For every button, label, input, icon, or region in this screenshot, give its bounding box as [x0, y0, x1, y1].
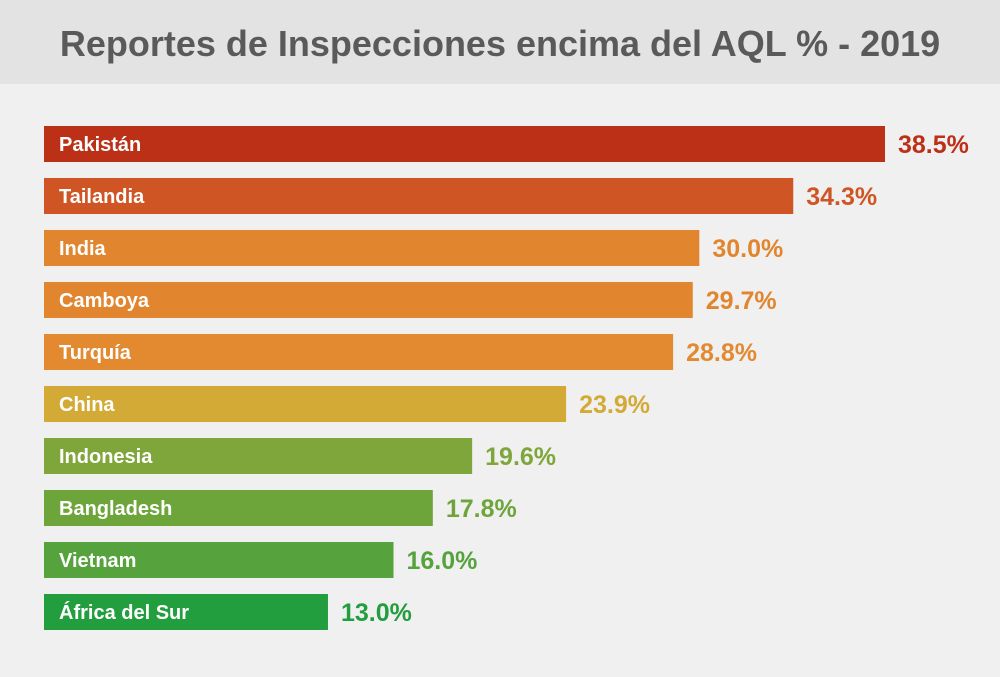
bar-group: Pakistán 38.5% — [44, 126, 969, 162]
bar-group: Bangladesh 17.8% — [44, 490, 517, 526]
value-label: 34.3% — [806, 183, 877, 211]
bar — [44, 230, 700, 266]
bar-group: Indonesia 19.6% — [44, 438, 556, 474]
chart-title: Reportes de Inspecciones encima del AQL … — [59, 23, 941, 64]
category-label: Bangladesh — [59, 498, 172, 520]
bar-group: India 30.0% — [44, 230, 783, 266]
value-label: 23.9% — [579, 391, 650, 419]
value-label: 30.0% — [712, 235, 783, 263]
category-label: Indonesia — [59, 446, 153, 468]
bar — [44, 282, 693, 318]
bar — [44, 594, 328, 630]
category-label: Turquía — [59, 342, 132, 364]
bar — [44, 334, 674, 370]
bar — [44, 178, 794, 214]
bar — [44, 126, 885, 162]
bar-group: Camboya 29.7% — [44, 282, 777, 318]
category-label: África del Sur — [59, 601, 189, 624]
value-label: 38.5% — [898, 131, 969, 159]
value-label: 19.6% — [485, 443, 556, 471]
bar — [44, 386, 567, 422]
category-label: India — [59, 238, 107, 260]
value-label: 13.0% — [341, 599, 412, 627]
category-label: China — [59, 394, 115, 416]
bar-chart: Pakistán 38.5% Tailandia 34.3% India 30.0% Cam… — [44, 126, 969, 630]
value-label: 28.8% — [686, 339, 757, 367]
value-label: 29.7% — [706, 287, 777, 315]
bar-group: Turquía 28.8% — [44, 334, 757, 370]
bar — [44, 490, 433, 526]
category-label: Vietnam — [59, 550, 136, 572]
category-label: Pakistán — [59, 134, 141, 156]
bar — [44, 438, 473, 474]
value-label: 17.8% — [446, 495, 517, 523]
title-banner — [0, 0, 1000, 84]
bar-group: China 23.9% — [44, 386, 650, 422]
bar-group: África del Sur 13.0% — [44, 594, 412, 630]
value-label: 16.0% — [407, 547, 478, 575]
category-label: Camboya — [59, 290, 150, 312]
bar-group: Tailandia 34.3% — [44, 178, 877, 214]
bar-group: Vietnam 16.0% — [44, 542, 477, 578]
category-label: Tailandia — [59, 186, 145, 208]
bar — [44, 542, 394, 578]
